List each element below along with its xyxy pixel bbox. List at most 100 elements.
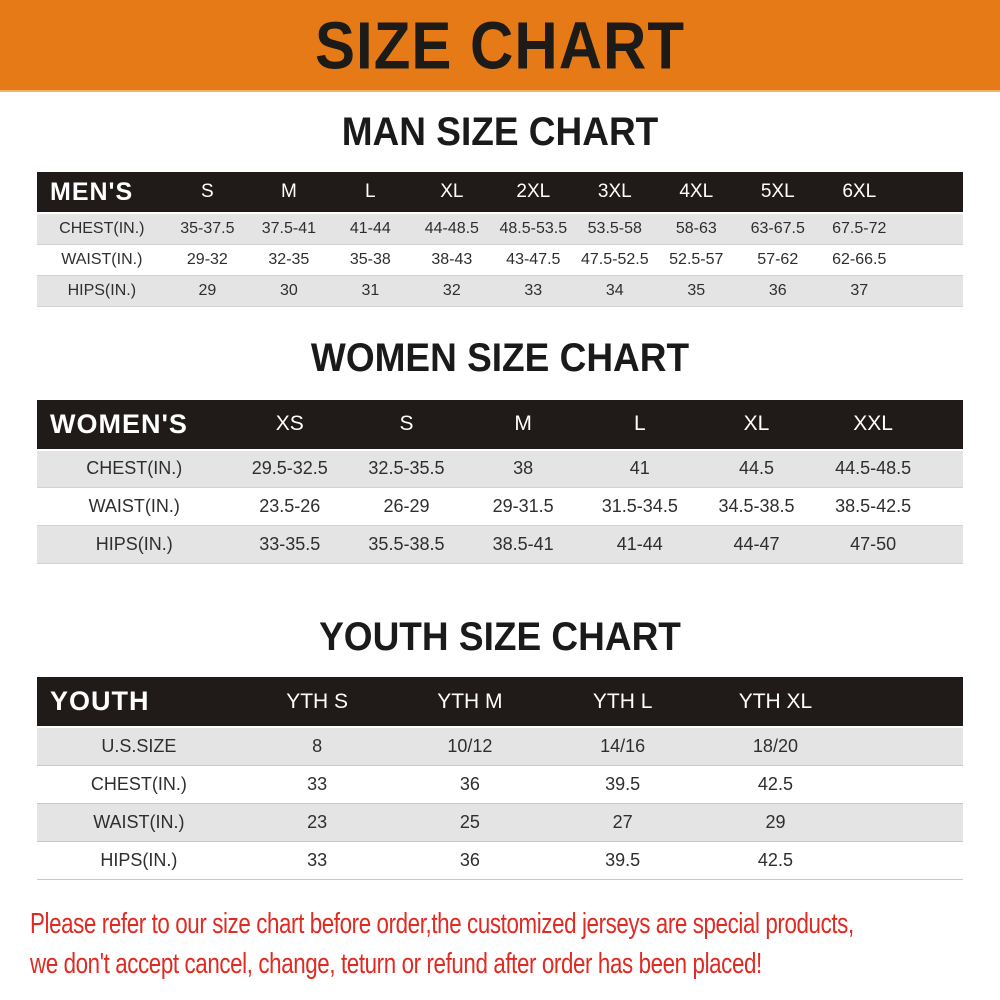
size-value: 25 bbox=[459, 811, 480, 832]
spacer-cell bbox=[931, 526, 963, 564]
size-value: 35-37.5 bbox=[180, 219, 235, 237]
size-value: 35.5-38.5 bbox=[368, 534, 445, 554]
order-policy-note: Please refer to our size chart before or… bbox=[30, 904, 854, 984]
spacer-cell bbox=[931, 400, 963, 450]
size-value: 36 bbox=[459, 849, 480, 870]
size-value: 33 bbox=[307, 849, 328, 870]
size-value: 42.5 bbox=[757, 773, 793, 794]
size-value: 52.5-57 bbox=[669, 250, 724, 268]
size-value: 39.5 bbox=[605, 773, 641, 794]
column-header: 3XL bbox=[597, 181, 632, 202]
size-value: 38.5-42.5 bbox=[835, 496, 912, 516]
row-label: CHEST(IN.) bbox=[59, 219, 145, 237]
man-size-table: MEN'S S M L XL 2XL 3XL 4XL 5XL 6XL CHEST… bbox=[37, 172, 963, 307]
size-value: 42.5 bbox=[757, 849, 793, 870]
size-value: 10/12 bbox=[447, 735, 493, 756]
size-value: 29-31.5 bbox=[492, 496, 554, 516]
size-value: 32-35 bbox=[268, 250, 310, 268]
size-value: 48.5-53.5 bbox=[499, 219, 568, 237]
column-header: YTH XL bbox=[738, 689, 813, 713]
row-label: CHEST(IN.) bbox=[90, 773, 187, 794]
row-label: WAIST(IN.) bbox=[88, 496, 180, 516]
column-header: 4XL bbox=[679, 181, 714, 202]
table-row: WAIST(IN.) 29-32 32-35 35-38 38-43 43-47… bbox=[37, 244, 963, 275]
size-value: 31.5-34.5 bbox=[601, 496, 678, 516]
man-size-chart-section: MAN SIZE CHART MEN'S S M L XL 2XL 3XL 4X… bbox=[0, 109, 1000, 307]
table-row: CHEST(IN.) 29.5-32.5 32.5-35.5 38 41 44.… bbox=[37, 449, 963, 488]
row-label: WAIST(IN.) bbox=[61, 250, 143, 268]
size-value: 47-50 bbox=[850, 534, 897, 554]
row-label: HIPS(IN.) bbox=[67, 281, 137, 299]
banner: SIZE CHART bbox=[0, 0, 1000, 92]
table-row: WAIST(IN.) 23 25 27 29 bbox=[37, 803, 963, 841]
size-value: 14/16 bbox=[600, 735, 646, 756]
size-value: 41 bbox=[629, 458, 650, 479]
note-line-2: we don't accept cancel, change, teturn o… bbox=[30, 947, 762, 980]
table-row: HIPS(IN.) 33-35.5 35.5-38.5 38.5-41 41-4… bbox=[37, 525, 963, 564]
size-value: 34.5-38.5 bbox=[718, 496, 795, 516]
youth-header-label: YOUTH bbox=[50, 686, 150, 716]
spacer-cell bbox=[900, 244, 963, 275]
size-value: 26-29 bbox=[383, 496, 430, 516]
column-header: L bbox=[633, 412, 646, 435]
size-value: 29.5-32.5 bbox=[251, 458, 328, 479]
size-value: 8 bbox=[312, 735, 323, 756]
table-row: U.S.SIZE 8 10/12 14/16 18/20 bbox=[37, 727, 963, 765]
size-value: 53.5-58 bbox=[587, 219, 642, 237]
youth-header-row: YOUTH YTH S YTH M YTH L YTH XL bbox=[37, 677, 963, 727]
column-header: S bbox=[201, 181, 214, 202]
size-value: 36 bbox=[459, 773, 480, 794]
size-value: 44.5-48.5 bbox=[835, 458, 912, 479]
size-value: 38.5-41 bbox=[492, 534, 554, 554]
spacer-cell bbox=[852, 841, 963, 879]
spacer-cell bbox=[852, 727, 963, 765]
row-label: U.S.SIZE bbox=[101, 735, 177, 756]
column-header: M bbox=[514, 412, 532, 435]
page-title: SIZE CHART bbox=[315, 7, 685, 83]
size-value: 27 bbox=[612, 811, 633, 832]
size-value: 35-38 bbox=[349, 250, 391, 268]
youth-size-table: YOUTH YTH S YTH M YTH L YTH XL U.S.SIZE … bbox=[37, 677, 963, 880]
row-label: CHEST(IN.) bbox=[86, 458, 183, 479]
note-line-1: Please refer to our size chart before or… bbox=[30, 907, 854, 940]
column-header: 6XL bbox=[842, 181, 877, 202]
size-value: 29 bbox=[765, 811, 786, 832]
column-header: S bbox=[399, 412, 414, 435]
size-value: 37.5-41 bbox=[261, 219, 316, 237]
spacer-cell bbox=[931, 488, 963, 526]
size-value: 39.5 bbox=[605, 849, 641, 870]
size-value: 57-62 bbox=[757, 250, 799, 268]
youth-size-chart-section: YOUTH SIZE CHART YOUTH YTH S YTH M YTH L… bbox=[0, 614, 1000, 880]
size-value: 35 bbox=[687, 281, 706, 299]
size-value: 29 bbox=[198, 281, 217, 299]
spacer-cell bbox=[900, 213, 963, 244]
size-value: 33-35.5 bbox=[259, 534, 321, 554]
table-row: CHEST(IN.) 33 36 39.5 42.5 bbox=[37, 765, 963, 803]
women-chart-title: WOMEN SIZE CHART bbox=[310, 334, 690, 380]
size-value: 62-66.5 bbox=[832, 250, 887, 268]
row-label: HIPS(IN.) bbox=[95, 534, 173, 554]
size-value: 41-44 bbox=[349, 219, 391, 237]
size-value: 23 bbox=[307, 811, 328, 832]
column-header: YTH M bbox=[437, 689, 503, 713]
size-value: 33 bbox=[524, 281, 543, 299]
size-value: 63-67.5 bbox=[750, 219, 805, 237]
size-value: 30 bbox=[279, 281, 298, 299]
size-value: 18/20 bbox=[752, 735, 798, 756]
column-header: XS bbox=[275, 412, 304, 435]
column-header: XL bbox=[440, 181, 464, 202]
size-value: 43-47.5 bbox=[506, 250, 561, 268]
men-header-label: MEN'S bbox=[50, 177, 134, 206]
row-label: HIPS(IN.) bbox=[100, 849, 178, 870]
youth-chart-title: YOUTH SIZE CHART bbox=[319, 614, 681, 659]
size-value: 41-44 bbox=[616, 534, 663, 554]
spacer-cell bbox=[931, 450, 963, 488]
column-header: XL bbox=[743, 412, 770, 435]
column-header: 5XL bbox=[760, 181, 795, 202]
size-value: 32 bbox=[442, 281, 461, 299]
spacer-cell bbox=[900, 172, 963, 213]
size-value: 29-32 bbox=[186, 250, 228, 268]
women-header-label: WOMEN'S bbox=[50, 408, 188, 439]
size-value: 58-63 bbox=[675, 219, 717, 237]
